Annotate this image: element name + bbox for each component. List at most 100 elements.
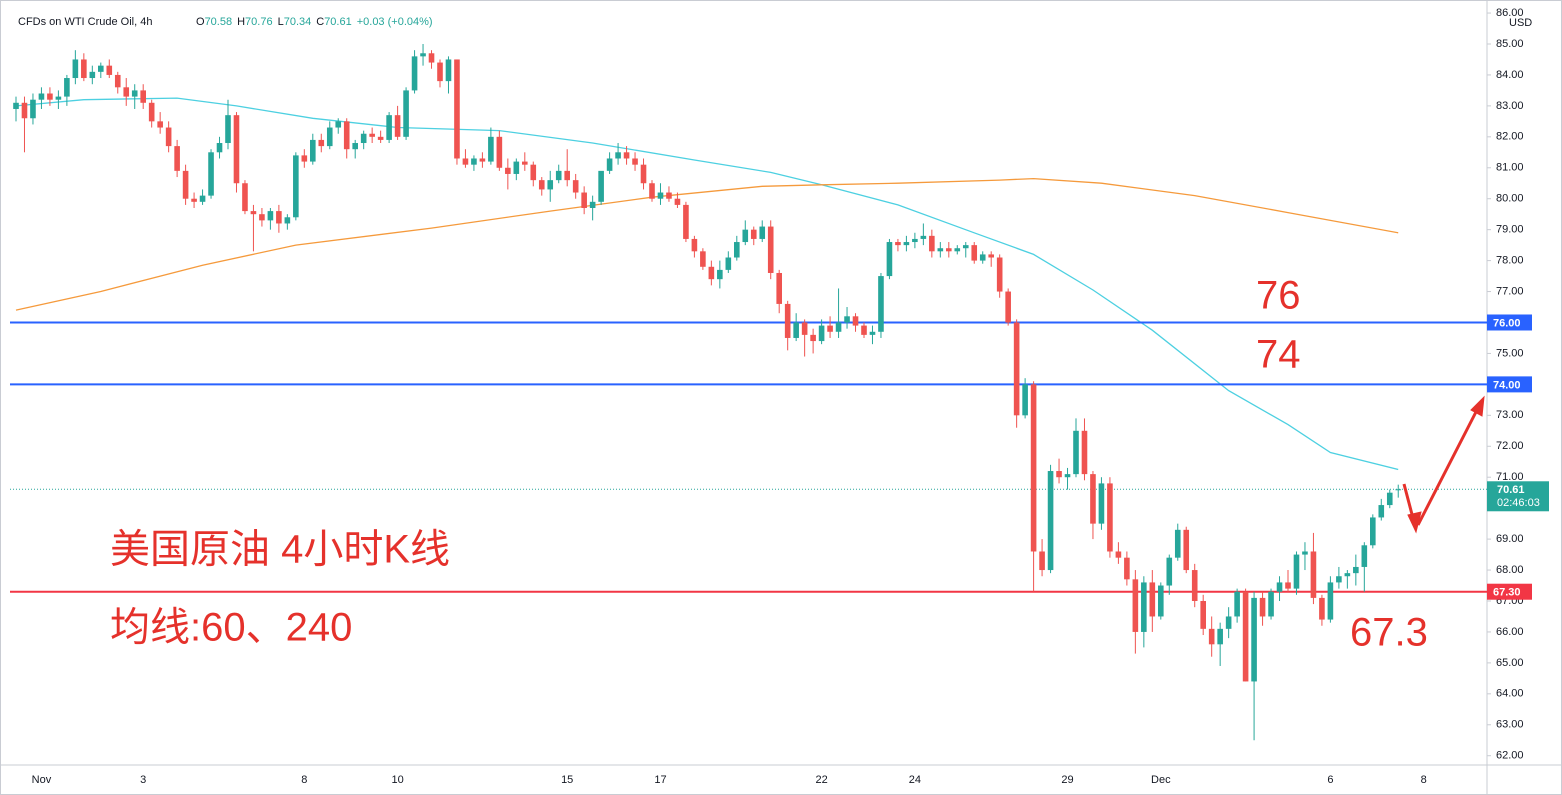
symbol: CFDs on WTI Crude Oil, 4h	[18, 16, 152, 28]
y-tick-label: 83.00	[1496, 100, 1524, 112]
readout-key: L	[278, 16, 284, 28]
candle-body	[479, 158, 486, 162]
candle-body	[360, 133, 367, 144]
candle-body	[852, 316, 859, 326]
candle-body	[759, 226, 766, 239]
candle-body	[123, 87, 130, 97]
x-tick-label: 15	[561, 774, 573, 786]
candle-body	[242, 183, 248, 212]
candle-body	[1336, 576, 1342, 583]
candle-body	[1039, 551, 1045, 571]
readout-change: +0.03 (+0.04%)	[357, 16, 433, 28]
candle-body	[674, 198, 681, 205]
candle-body	[1378, 505, 1385, 518]
moving-average	[15, 177, 1399, 311]
candle-body	[1081, 430, 1088, 475]
candle-body	[343, 121, 350, 150]
candle-body	[276, 211, 282, 224]
candle-body	[1183, 529, 1190, 571]
y-tick-label: 68.00	[1496, 564, 1524, 576]
candle-body	[462, 158, 469, 165]
candle-body	[912, 238, 918, 243]
arrow	[1402, 395, 1485, 534]
candle-body	[1242, 591, 1249, 682]
candle-body	[1141, 582, 1147, 632]
candle-body	[216, 143, 223, 153]
candle-body	[979, 254, 986, 261]
x-tick-label: 29	[1061, 774, 1073, 786]
candle-body	[1005, 291, 1011, 323]
candle-body	[623, 152, 630, 159]
candle-body	[1107, 483, 1113, 552]
candle-body	[903, 242, 910, 246]
candle-body	[454, 59, 460, 159]
candle-body	[21, 102, 28, 119]
candle-body	[971, 245, 978, 261]
candle-body	[1361, 545, 1368, 567]
candle-body	[1225, 616, 1232, 629]
price-tag	[1487, 376, 1532, 393]
countdown: 02:46:03	[1497, 497, 1540, 509]
candle-body	[352, 143, 358, 150]
candle-body	[1302, 551, 1308, 555]
candle-body	[326, 127, 333, 147]
candle-body	[259, 214, 265, 221]
candle-body	[1013, 322, 1020, 416]
candle-body	[632, 158, 638, 165]
price-tag-label: 70.61	[1497, 484, 1525, 496]
candle-body	[488, 136, 494, 162]
candle-body	[1217, 628, 1223, 645]
candle-body	[734, 242, 740, 258]
candle-body	[318, 139, 325, 147]
y-tick-label: 79.00	[1496, 224, 1524, 236]
candle-body	[530, 164, 537, 181]
candle-body	[1098, 483, 1105, 524]
candle-body	[420, 53, 426, 57]
candle-body	[1319, 597, 1325, 620]
candle-body	[996, 257, 1003, 292]
candle-body	[1251, 597, 1257, 682]
annotation: 74	[1256, 333, 1301, 377]
readout-value: 70.76	[245, 16, 273, 28]
candle-body	[946, 248, 952, 252]
candle-body	[1073, 430, 1079, 475]
candle-body	[776, 272, 782, 304]
y-tick-label: 75.00	[1496, 347, 1524, 359]
candle-body	[496, 136, 503, 168]
candle-body	[937, 248, 944, 252]
y-tick-label: 84.00	[1496, 69, 1524, 81]
candle-body	[1056, 471, 1062, 478]
candle-body	[929, 235, 935, 252]
candle-body	[64, 78, 70, 97]
candle-body	[428, 53, 435, 63]
candle-body	[505, 167, 511, 174]
candle-body	[954, 248, 961, 252]
candle-body	[1166, 557, 1173, 586]
candle-body	[538, 180, 545, 190]
readout: O70.58 H70.76 L70.34 C70.61 +0.03 (+0.04%)	[196, 16, 433, 28]
y-tick-label: 78.00	[1496, 255, 1524, 267]
readout-key: O	[196, 16, 205, 28]
readout-value: 70.34	[284, 16, 312, 28]
candle-body	[1030, 384, 1037, 552]
candle-body	[13, 102, 19, 109]
y-tick-label: 82.00	[1496, 131, 1524, 143]
candle-body	[988, 254, 994, 258]
candle-body	[750, 229, 757, 239]
price-tag	[1487, 481, 1549, 512]
candle-body	[1022, 384, 1028, 416]
candle-body	[114, 74, 121, 88]
y-tick-label: 81.00	[1496, 162, 1524, 174]
moving-average	[15, 97, 1399, 471]
candle-body	[818, 325, 825, 342]
candle-body	[725, 257, 732, 270]
annotation: 美国原油 4小时K线	[110, 528, 450, 572]
price-tag	[1487, 583, 1532, 600]
candle-body	[878, 276, 884, 332]
candle-body	[377, 136, 384, 140]
candle-body	[547, 180, 554, 190]
candle-body	[708, 266, 715, 280]
x-tick-label: 10	[391, 774, 403, 786]
candle-body	[1344, 573, 1351, 577]
